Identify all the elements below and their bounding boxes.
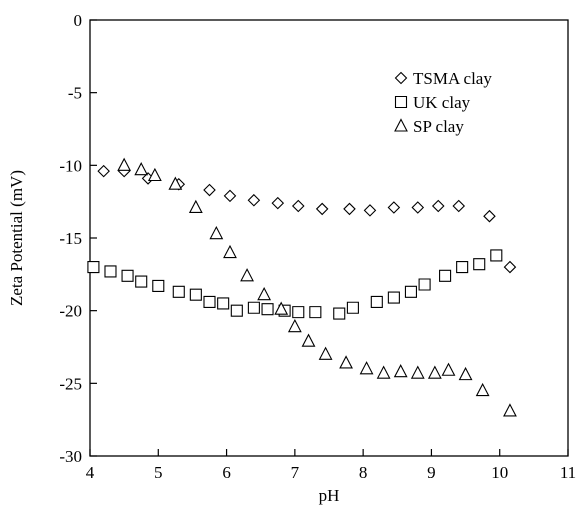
legend: TSMA clay UK clay SP clay — [394, 69, 492, 136]
square-point — [247, 301, 260, 314]
square-point — [418, 278, 431, 291]
legend-square-marker — [394, 95, 408, 109]
y-tick-label: -5 — [68, 84, 82, 103]
triangle-point — [147, 167, 162, 182]
triangle-point — [441, 362, 456, 376]
x-tick-label: 5 — [154, 463, 163, 482]
triangle-point — [168, 176, 183, 190]
triangle-point — [503, 403, 517, 417]
square-point — [333, 307, 346, 320]
square-point — [121, 269, 134, 282]
square-point — [370, 295, 383, 308]
triangle-point — [287, 318, 302, 333]
x-tick-label: 4 — [86, 463, 95, 482]
square-point — [439, 269, 452, 282]
triangle-point — [376, 365, 391, 379]
triangle-point — [427, 365, 442, 379]
triangle-point — [339, 355, 353, 369]
triangle-point — [240, 268, 254, 282]
y-tick-label: -30 — [59, 447, 82, 466]
square-point — [292, 306, 305, 319]
y-tick-label: -20 — [59, 302, 82, 321]
diamond-point — [503, 260, 517, 274]
triangle-point — [318, 346, 333, 360]
triangle-point — [209, 225, 224, 240]
diamond-point — [411, 201, 425, 214]
y-axis-label: Zeta Potential (mV) — [7, 170, 26, 306]
diamond-point — [363, 204, 377, 217]
square-point — [104, 265, 117, 278]
diamond-point — [203, 183, 216, 197]
diamond-point — [431, 199, 445, 213]
square-point — [152, 279, 165, 293]
triangle-point — [257, 286, 272, 301]
triangle-point — [410, 365, 425, 379]
legend-label: SP clay — [413, 117, 464, 136]
triangle-point — [223, 244, 237, 259]
x-tick-label: 6 — [222, 463, 231, 482]
square-point — [172, 285, 185, 298]
series-square — [87, 249, 503, 320]
square-point — [387, 291, 400, 304]
x-tick-label: 11 — [560, 463, 576, 482]
x-tick-label: 8 — [359, 463, 368, 482]
diamond-point — [223, 189, 237, 203]
square-point — [261, 303, 274, 316]
x-tick-label: 7 — [291, 463, 300, 482]
x-tick-labels: 4 5 6 7 8 9 10 11 — [86, 463, 576, 482]
square-point — [135, 275, 148, 288]
diamond-point — [387, 201, 401, 214]
diamond-point — [315, 202, 329, 216]
diamond-point — [291, 199, 305, 213]
diamond-point — [483, 209, 496, 223]
y-tick-label: -15 — [59, 229, 82, 248]
diamond-point — [271, 196, 285, 210]
legend-label: TSMA clay — [413, 69, 492, 88]
diamond-point — [452, 199, 466, 213]
square-point — [189, 288, 202, 301]
square-point — [87, 261, 100, 274]
square-point — [230, 304, 243, 317]
legend-item: UK clay — [394, 93, 471, 112]
y-tick-label: 0 — [74, 11, 83, 30]
square-point — [346, 301, 359, 314]
square-point — [309, 306, 322, 319]
triangle-point — [393, 364, 408, 378]
legend-triangle-marker — [394, 118, 408, 132]
legend-label: UK clay — [413, 93, 471, 112]
triangle-point — [274, 301, 289, 315]
x-axis-label: pH — [319, 486, 340, 505]
diamond-point — [247, 193, 261, 207]
y-tick-labels: 0 -5 -10 -15 -20 -25 -30 — [59, 11, 82, 466]
triangle-point — [134, 162, 149, 176]
square-point — [473, 258, 486, 271]
axis-ticks — [89, 19, 569, 457]
diamond-point — [97, 164, 110, 178]
legend-item: SP clay — [394, 117, 464, 136]
triangle-point — [458, 366, 473, 381]
series-triangle — [117, 157, 517, 417]
triangle-point — [475, 382, 490, 397]
legend-item: TSMA clay — [394, 69, 492, 88]
square-point — [217, 297, 230, 310]
square-point — [490, 249, 503, 262]
triangle-point — [117, 157, 132, 171]
data-series — [87, 157, 517, 417]
plot-frame — [89, 19, 569, 457]
x-tick-label: 10 — [491, 463, 508, 482]
y-tick-label: -10 — [59, 156, 82, 175]
diamond-point — [343, 202, 356, 216]
square-point — [404, 285, 417, 298]
square-point — [456, 261, 469, 274]
series-diamond — [97, 164, 517, 274]
legend-diamond-marker — [394, 71, 408, 85]
square-point — [203, 295, 216, 308]
triangle-point — [359, 361, 374, 375]
y-tick-label: -25 — [59, 374, 82, 393]
triangle-point — [188, 199, 203, 214]
triangle-point — [301, 333, 316, 347]
x-tick-label: 9 — [427, 463, 436, 482]
